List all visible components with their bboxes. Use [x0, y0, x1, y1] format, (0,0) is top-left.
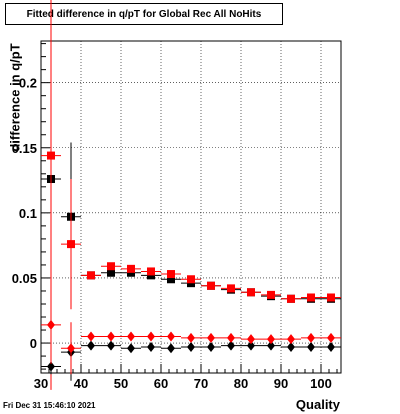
data-point-square: [227, 284, 235, 293]
data-point-diamond: [187, 341, 195, 352]
data-point-square: [287, 294, 295, 303]
data-point-square: [127, 264, 135, 273]
data-point-square: [167, 275, 175, 284]
data-point-diamond: [127, 343, 135, 354]
data-point-diamond: [107, 331, 115, 342]
data-point-diamond: [127, 331, 135, 342]
x-tick-label: 60: [154, 376, 168, 391]
data-point-diamond: [247, 334, 255, 345]
x-tick-label: 50: [114, 376, 128, 391]
data-point-square: [247, 288, 255, 297]
x-tick-label: 80: [234, 376, 248, 391]
data-point-diamond: [307, 341, 315, 352]
y-tick-label: 0.15: [12, 141, 37, 156]
data-point-square: [167, 270, 175, 279]
data-point-diamond: [247, 340, 255, 351]
plot-frame: [40, 40, 342, 374]
data-point-diamond: [287, 341, 295, 352]
data-point-diamond: [327, 341, 335, 352]
x-tick-label: 70: [194, 376, 208, 391]
data-point-square: [67, 240, 75, 249]
data-point-diamond: [227, 332, 235, 343]
data-point-diamond: [207, 332, 215, 343]
y-tick-label: 0.1: [19, 206, 37, 221]
data-point-square: [107, 262, 115, 271]
data-point-diamond: [227, 340, 235, 351]
y-axis-label: difference in q/pT: [7, 43, 23, 152]
data-point-diamond: [287, 334, 295, 345]
data-point-diamond: [47, 319, 55, 330]
data-point-square: [307, 293, 315, 302]
data-point-diamond: [327, 332, 335, 343]
data-point-diamond: [187, 332, 195, 343]
data-point-square: [147, 267, 155, 276]
data-point-square: [87, 271, 95, 280]
x-axis-label: Quality: [295, 397, 340, 412]
y-tick-label: 0: [30, 336, 37, 351]
chart-title-box: Fitted difference in q/pT for Global Rec…: [5, 3, 283, 25]
data-point-diamond: [147, 331, 155, 342]
data-point-diamond: [147, 341, 155, 352]
y-tick-label: 0.05: [12, 271, 37, 286]
data-point-diamond: [87, 331, 95, 342]
data-point-diamond: [267, 334, 275, 345]
y-tick-label: 0.2: [19, 76, 37, 91]
data-point-square: [327, 293, 335, 302]
x-tick-label: 30: [34, 376, 48, 391]
data-point-diamond: [207, 341, 215, 352]
data-point-diamond: [307, 332, 315, 343]
data-point-diamond: [47, 361, 55, 372]
data-point-square: [187, 275, 195, 284]
chart-title: Fitted difference in q/pT for Global Rec…: [26, 8, 262, 20]
data-point-square: [47, 151, 55, 160]
data-point-diamond: [167, 331, 175, 342]
x-tick-label: 90: [274, 376, 288, 391]
data-point-square: [207, 281, 215, 290]
timestamp: Fri Dec 31 15:46:10 2021: [3, 401, 96, 410]
data-point-diamond: [87, 340, 95, 351]
data-point-square: [107, 268, 115, 277]
data-point-square: [267, 290, 275, 299]
data-point-diamond: [267, 340, 275, 351]
data-point-diamond: [107, 340, 115, 351]
data-point-diamond: [67, 343, 75, 354]
data-point-diamond: [167, 343, 175, 354]
x-tick-label: 100: [310, 376, 332, 391]
x-tick-label: 40: [74, 376, 88, 391]
